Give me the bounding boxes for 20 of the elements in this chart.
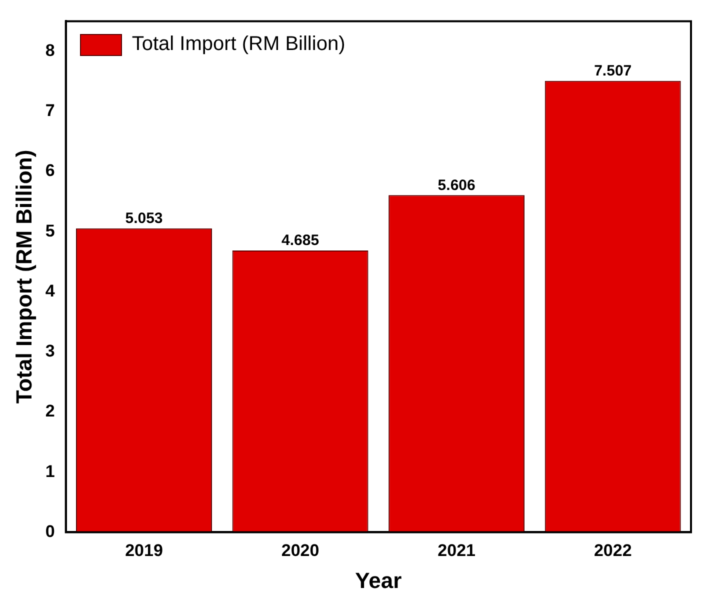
x-tick-label: 2019 [125, 541, 163, 560]
y-tick-label: 1 [45, 462, 55, 481]
y-tick-label: 7 [45, 101, 55, 120]
y-tick-label: 3 [45, 342, 55, 361]
y-axis-title: Total Import (RM Billion) [11, 150, 36, 404]
y-tick-label: 8 [45, 40, 55, 60]
y-tick-label: 4 [45, 281, 56, 300]
data-label: 7.507 [594, 62, 632, 80]
x-axis-title: Year [355, 568, 402, 593]
data-label: 5.606 [438, 176, 476, 194]
y-tick-label: 2 [45, 402, 55, 421]
data-label: 4.685 [282, 232, 320, 250]
x-tick-label: 2022 [594, 541, 632, 560]
text: Total Import (RM Billion) [132, 33, 346, 56]
y-tick-label: 6 [45, 161, 55, 180]
y-tick-label: 0 [45, 522, 55, 541]
x-tick-label: 2021 [438, 541, 476, 560]
y-tick-label: 5 [45, 221, 55, 240]
data-label: 5.053 [125, 210, 163, 228]
x-tick-label: 2020 [281, 541, 320, 560]
